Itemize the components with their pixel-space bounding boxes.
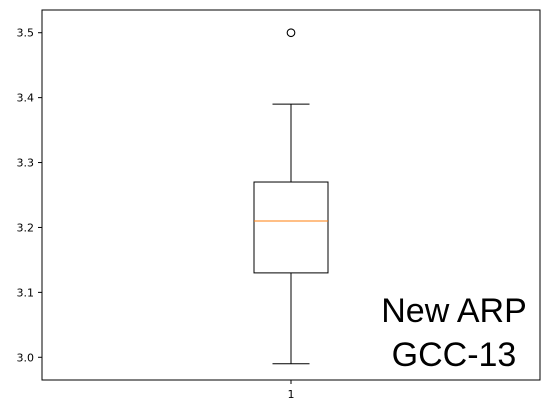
outlier-point bbox=[286, 28, 296, 38]
y-tick-label: 3.2 bbox=[17, 221, 35, 234]
y-tick-label: 3.1 bbox=[17, 286, 35, 299]
y-tick-label: 3.0 bbox=[17, 351, 35, 364]
y-tick-label: 3.4 bbox=[17, 92, 35, 105]
y-axis: 3.0 3.1 3.2 3.3 3.4 3.5 bbox=[17, 27, 42, 364]
x-axis: 1 bbox=[288, 380, 295, 401]
x-tick-label: 1 bbox=[288, 388, 295, 401]
box-iqr bbox=[253, 181, 329, 274]
annotation-line-1: New ARP bbox=[381, 292, 527, 330]
box-series bbox=[253, 28, 329, 365]
annotation-line-2: GCC-13 bbox=[392, 336, 517, 374]
y-tick-label: 3.3 bbox=[17, 157, 35, 170]
y-tick-label: 3.5 bbox=[17, 27, 35, 40]
